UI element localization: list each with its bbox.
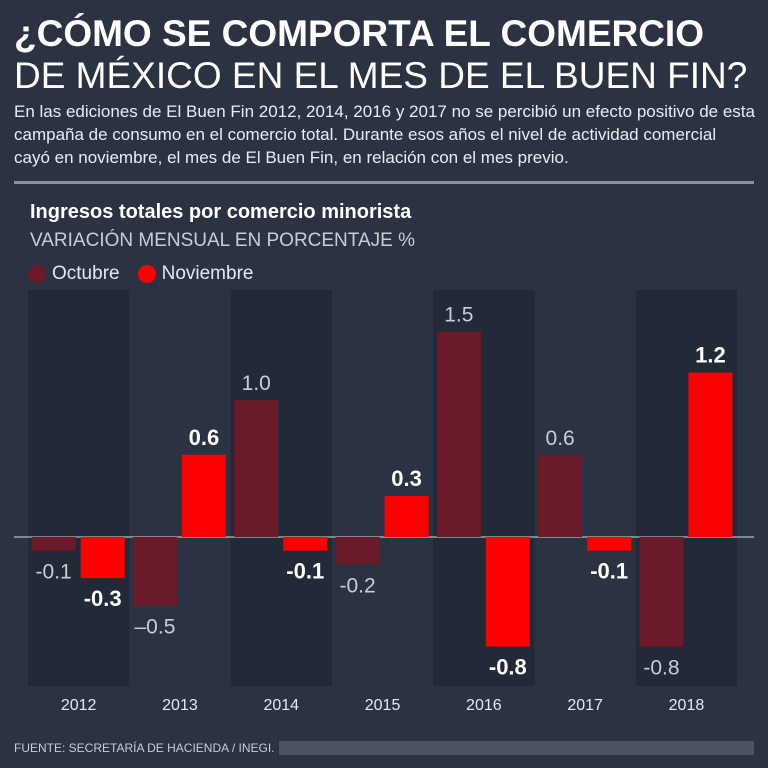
bar-noviembre-2015 xyxy=(385,496,429,537)
data-label-octubre-2014: 1.0 xyxy=(242,372,271,395)
x-tick-label-2016: 2016 xyxy=(466,697,502,714)
bar-noviembre-2012 xyxy=(81,537,125,578)
data-label-octubre-2013: –0.5 xyxy=(135,616,176,639)
bar-noviembre-2017 xyxy=(587,537,631,551)
x-tick-label-2015: 2015 xyxy=(365,697,401,714)
data-label-noviembre-2014: -0.1 xyxy=(286,559,324,584)
data-label-octubre-2017: 0.6 xyxy=(546,427,575,450)
data-label-noviembre-2016: -0.8 xyxy=(489,655,527,680)
data-label-octubre-2015: -0.2 xyxy=(339,574,375,597)
data-label-noviembre-2013: 0.6 xyxy=(189,425,220,450)
bar-noviembre-2018 xyxy=(688,373,732,537)
data-label-octubre-2018: -0.8 xyxy=(643,657,679,680)
bar-octubre-2012 xyxy=(32,537,76,551)
bar-octubre-2017 xyxy=(538,455,582,537)
bar-noviembre-2013 xyxy=(182,455,226,537)
bar-octubre-2013 xyxy=(133,537,177,606)
x-tick-label-2013: 2013 xyxy=(162,697,198,714)
x-tick-label-2018: 2018 xyxy=(669,697,705,714)
bar-noviembre-2014 xyxy=(283,537,327,551)
bar-octubre-2014 xyxy=(234,400,278,537)
x-tick-label-2014: 2014 xyxy=(263,697,299,714)
x-tick-label-2017: 2017 xyxy=(567,697,603,714)
x-tick-label-2012: 2012 xyxy=(61,697,97,714)
data-label-noviembre-2012: -0.3 xyxy=(84,586,122,611)
year-band-2012 xyxy=(28,290,129,686)
data-label-octubre-2012: -0.1 xyxy=(36,561,72,584)
data-label-noviembre-2017: -0.1 xyxy=(590,559,628,584)
data-label-noviembre-2015: 0.3 xyxy=(391,466,422,491)
data-label-octubre-2016: 1.5 xyxy=(444,304,473,327)
bar-octubre-2015 xyxy=(336,537,380,564)
source-note: FUENTE: SECRETARÍA DE HACIENDA / INEGI. xyxy=(14,741,279,755)
footer-bar: FUENTE: SECRETARÍA DE HACIENDA / INEGI. xyxy=(14,741,754,755)
bar-noviembre-2016 xyxy=(486,537,530,647)
bar-octubre-2016 xyxy=(437,332,481,538)
data-label-noviembre-2018: 1.2 xyxy=(695,343,726,368)
bar-octubre-2018 xyxy=(639,537,683,647)
